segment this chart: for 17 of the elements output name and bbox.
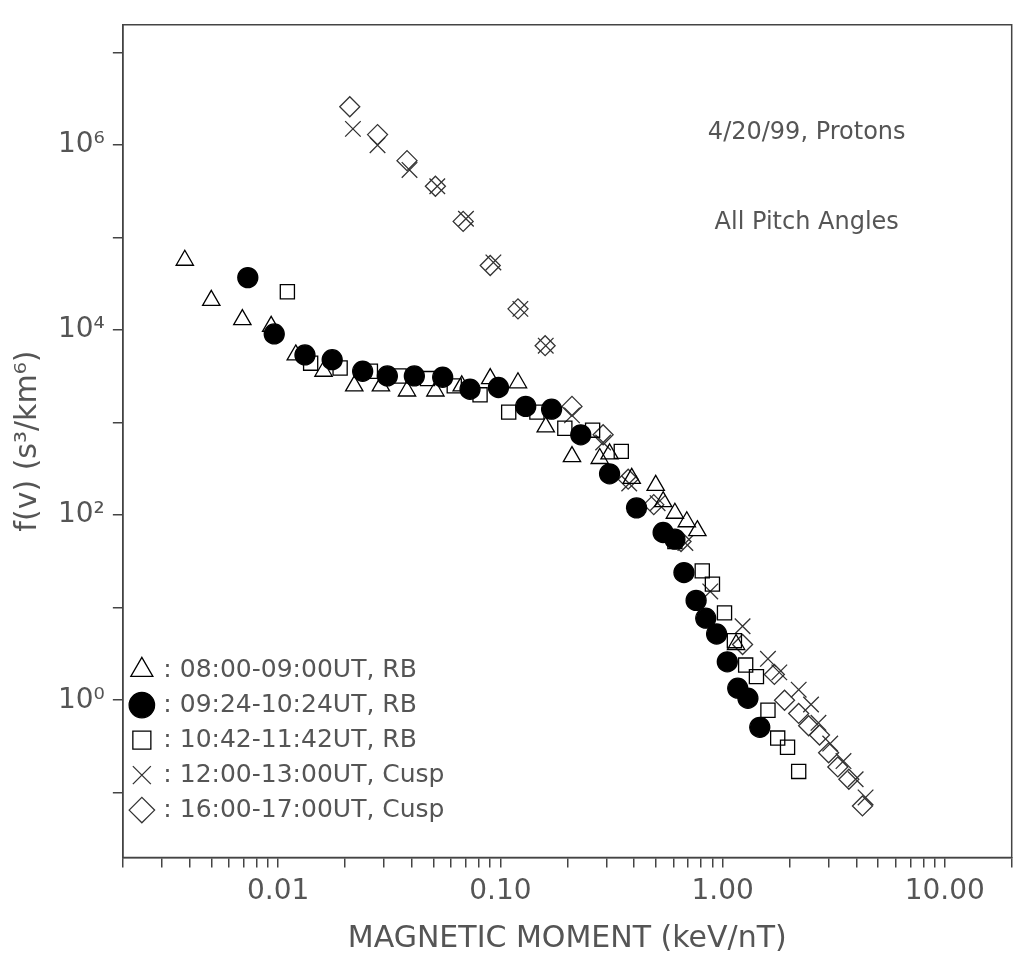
legend-label: : 08:00-09:00UT, RB — [163, 653, 417, 683]
x-tick-label: 1.00 — [691, 873, 754, 907]
x-axis-title: MAGNETIC MOMENT (keV/nT) — [347, 918, 787, 954]
x-tick-label: 0.10 — [469, 873, 532, 907]
legend-label: : 12:00-13:00UT, Cusp — [163, 758, 445, 788]
y-tick-label: 10⁶ — [57, 126, 105, 160]
annotation: 4/20/99, Protons — [707, 117, 906, 146]
x-tick-label: 0.01 — [247, 873, 310, 907]
legend-label: : 10:42-11:42UT, RB — [163, 723, 417, 753]
y-tick-label: 10⁴ — [57, 311, 105, 345]
y-tick-label: 10⁰ — [57, 681, 105, 715]
y-tick-label: 10² — [57, 496, 105, 530]
x-tick-label: 10.00 — [904, 873, 985, 907]
legend-label: : 09:24-10:24UT, RB — [163, 688, 417, 718]
y-axis-title: f(v) (s³/km⁶) — [7, 350, 43, 532]
legend-label: : 16:00-17:00UT, Cusp — [163, 793, 445, 823]
annotation: All Pitch Angles — [714, 207, 899, 236]
